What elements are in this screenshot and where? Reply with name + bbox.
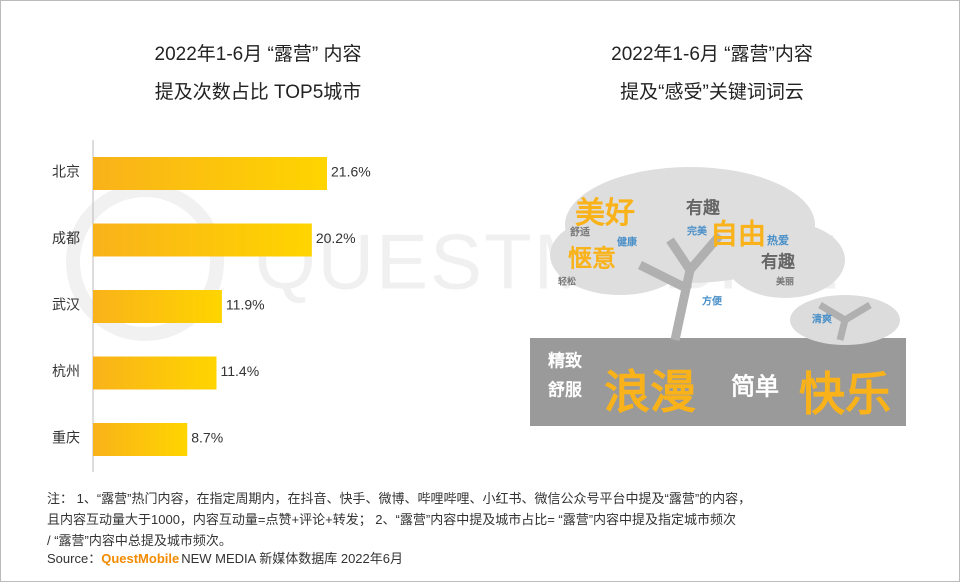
note-line: 且内容互动量大于1000，内容互动量=点赞+评论+转发； 2、“露营”内容中提及… <box>47 512 736 528</box>
word: 舒适 <box>570 226 590 239</box>
note-line: / “露营”内容中总提及城市频次。 <box>47 533 232 548</box>
bar <box>93 423 188 456</box>
word: 精致 <box>548 350 583 370</box>
word: 有趣 <box>686 197 721 217</box>
word: 快乐 <box>799 368 891 420</box>
word: 惬意 <box>568 244 616 272</box>
note-line: 注： 1、“露营”热门内容，在指定周期内，在抖音、快手、微博、哔哩哔哩、小红书、… <box>47 491 751 506</box>
chart-title: 2022年1-6月 “露营” 内容 <box>155 43 362 65</box>
word: 美好 <box>575 196 635 230</box>
value-label: 21.6% <box>331 164 371 180</box>
y-tick-label: 杭州 <box>52 363 80 379</box>
value-label: 8.7% <box>191 430 223 446</box>
value-label: 20.2% <box>316 230 356 246</box>
word: 清爽 <box>812 313 832 326</box>
bar <box>93 356 217 390</box>
y-tick-label: 成都 <box>52 230 80 246</box>
source-brand: QuestMobile <box>101 551 179 566</box>
bar <box>93 157 327 190</box>
word: 轻松 <box>558 275 576 286</box>
y-tick-label: 重庆 <box>52 430 80 446</box>
bar <box>93 290 222 323</box>
chart-title: 2022年1-6月 “露营”内容 <box>611 43 813 65</box>
chart-title: 提及次数占比 TOP5城市 <box>155 81 362 103</box>
word: 简单 <box>731 372 779 400</box>
word: 舒服 <box>548 379 583 399</box>
word: 自由 <box>710 218 766 249</box>
y-tick-label: 武汉 <box>52 297 80 313</box>
tree-illustration <box>530 167 906 426</box>
word: 完美 <box>687 225 708 238</box>
notes: 注： 1、“露营”热门内容，在指定周期内，在抖音、快手、微博、哔哩哔哩、小红书、… <box>47 491 751 548</box>
source: Source：QuestMobile NEW MEDIA 新媒体数据库 2022年… <box>47 551 403 566</box>
chart-title: 提及“感受”关键词词云 <box>620 81 804 103</box>
bar <box>93 223 312 257</box>
word: 美丽 <box>776 275 794 286</box>
word: 热爱 <box>767 233 789 247</box>
word: 方便 <box>702 295 723 308</box>
word: 浪漫 <box>604 366 696 418</box>
word: 有趣 <box>761 251 796 271</box>
word: 健康 <box>617 236 638 249</box>
source-text: NEW MEDIA 新媒体数据库 2022年6月 <box>181 551 403 566</box>
value-label: 11.4% <box>221 363 260 379</box>
source-label: Source： <box>47 551 101 566</box>
y-tick-label: 北京 <box>52 164 80 180</box>
value-label: 11.9% <box>226 297 265 313</box>
